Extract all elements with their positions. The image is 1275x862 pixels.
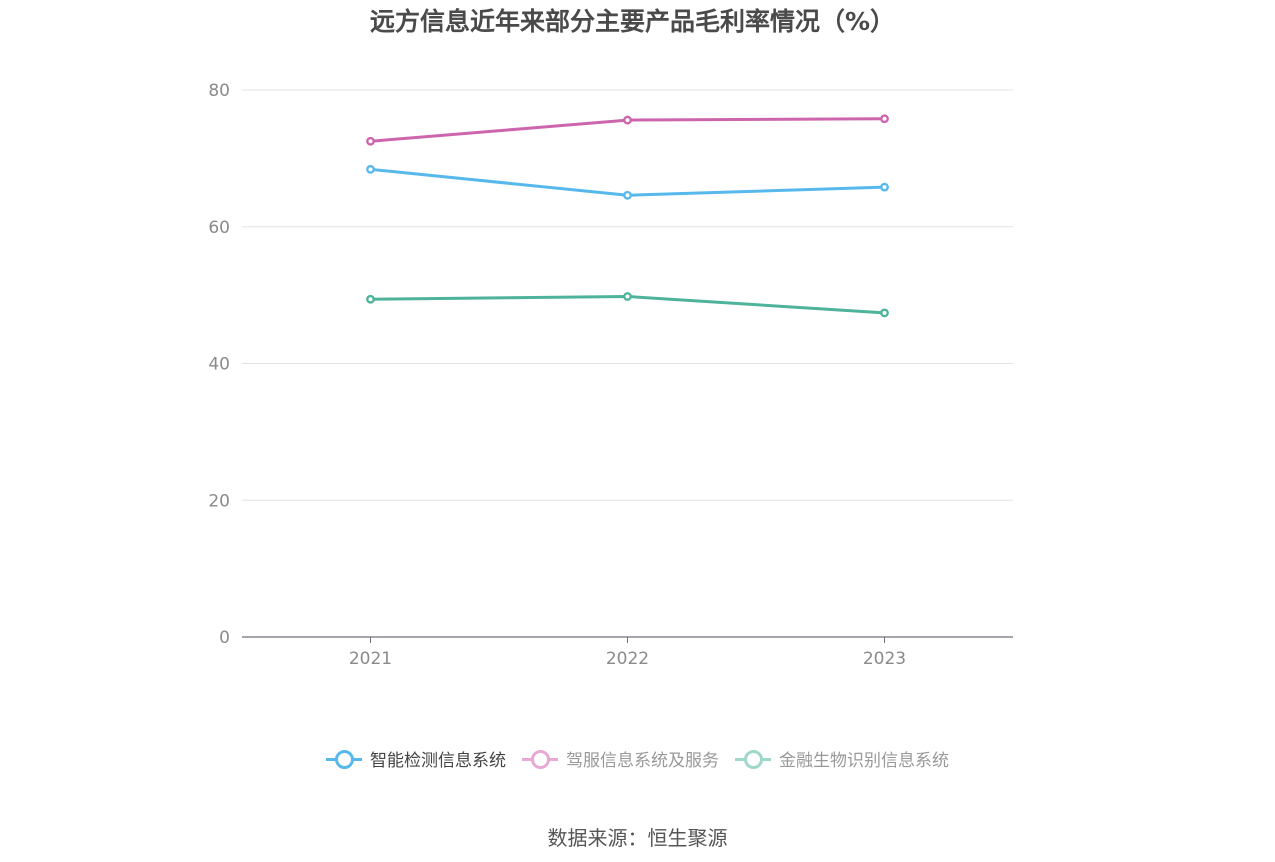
x-axis: 2021 2022 2023 bbox=[242, 636, 1013, 669]
data-point[interactable] bbox=[366, 136, 375, 146]
y-tick-label: 40 bbox=[208, 355, 230, 375]
series-0 bbox=[366, 164, 889, 200]
y-tick-label: 0 bbox=[219, 628, 230, 648]
chart-title: 远方信息近年来部分主要产品毛利率情况（%） bbox=[369, 7, 896, 36]
legend-marker-icon bbox=[735, 749, 771, 769]
y-tick-label: 80 bbox=[208, 81, 230, 101]
legend-marker-icon bbox=[326, 749, 362, 769]
data-point[interactable] bbox=[366, 164, 375, 174]
series-group bbox=[366, 114, 889, 318]
data-source: 数据来源：恒生聚源 bbox=[547, 826, 728, 850]
legend-label: 金融生物识别信息系统 bbox=[779, 751, 949, 771]
y-tick-label: 60 bbox=[208, 218, 230, 238]
y-axis: 0 20 40 60 80 bbox=[208, 81, 230, 648]
legend-item[interactable]: 驾服信息系统及服务 bbox=[522, 746, 719, 771]
data-point[interactable] bbox=[623, 190, 632, 200]
data-point[interactable] bbox=[623, 115, 632, 125]
data-point[interactable] bbox=[880, 308, 889, 318]
data-point[interactable] bbox=[880, 114, 889, 124]
x-tick-label: 2021 bbox=[349, 649, 392, 669]
x-tick-label: 2023 bbox=[863, 649, 906, 669]
legend-label: 驾服信息系统及服务 bbox=[566, 751, 719, 771]
legend: 智能检测信息系统 驾服信息系统及服务 金融生物识别信息系统 bbox=[0, 746, 1275, 771]
gridlines bbox=[242, 89, 1013, 501]
data-point[interactable] bbox=[880, 182, 889, 192]
series-1 bbox=[366, 114, 889, 146]
legend-label: 智能检测信息系统 bbox=[370, 751, 506, 771]
legend-item[interactable]: 金融生物识别信息系统 bbox=[735, 746, 949, 771]
legend-item[interactable]: 智能检测信息系统 bbox=[326, 746, 506, 771]
legend-marker-icon bbox=[522, 749, 558, 769]
y-tick-label: 20 bbox=[208, 491, 230, 511]
data-point[interactable] bbox=[623, 292, 632, 301]
x-tick-label: 2022 bbox=[606, 649, 649, 669]
data-point[interactable] bbox=[366, 294, 375, 304]
series-2 bbox=[366, 292, 889, 318]
